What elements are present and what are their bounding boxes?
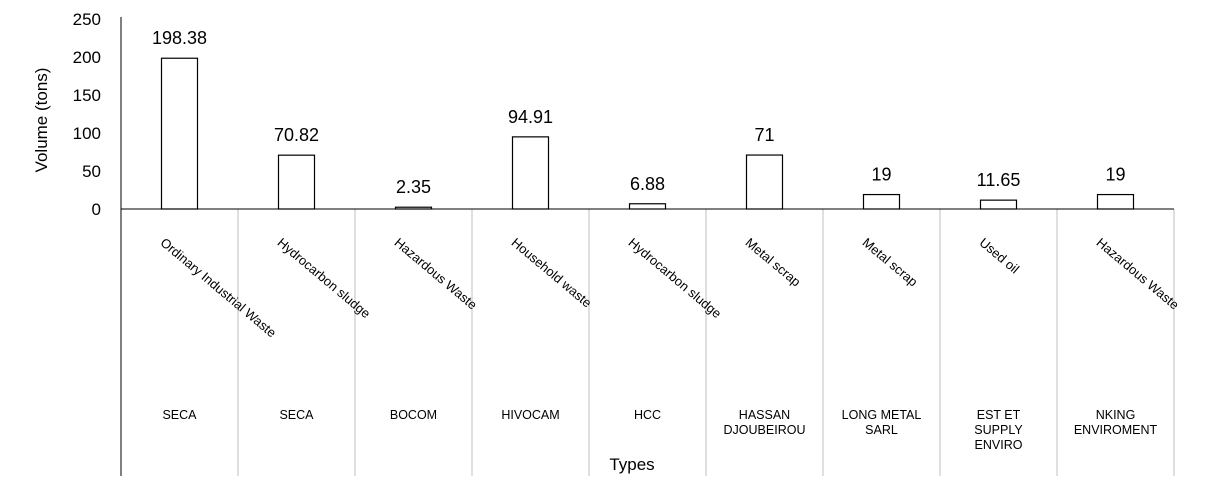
y-tick-label: 250 [73,10,101,29]
y-tick-label: 200 [73,48,101,67]
y-tick-label: 50 [82,162,101,181]
data-label: 19 [1105,165,1125,185]
group-label: SARL [865,423,898,437]
data-label: 94.91 [508,107,553,127]
data-label: 198.38 [152,28,207,48]
y-axis-ticks: 0 50 100 150 200 250 [73,10,101,219]
group-label: BOCOM [390,408,437,422]
x-axis-title: Types [609,455,654,474]
data-label: 11.65 [977,170,1021,190]
category-label: Household waste [509,235,595,311]
bar [277,154,316,210]
group-label: EST ET [977,408,1021,422]
bar [1096,193,1135,210]
group-label: NKING [1096,408,1136,422]
data-label: 6.88 [630,174,665,194]
bars [160,57,1135,210]
bar [979,199,1018,210]
data-label: 2.35 [396,177,431,197]
bar [745,154,784,210]
bar [160,57,199,210]
category-label: Hazardous Waste [392,235,480,313]
group-label: HIVOCAM [501,408,559,422]
category-label: Hazardous Waste [1094,235,1182,313]
group-label: DJOUBEIROU [724,423,806,437]
group-label: SUPPLY [974,423,1023,437]
data-labels: 198.38 70.82 2.35 94.91 6.88 71 19 11.65 19 [152,28,1126,197]
group-label: LONG METAL [842,408,922,422]
group-label: SECA [162,408,197,422]
group-label: HCC [634,408,661,422]
y-tick-label: 100 [73,124,101,143]
bar [511,136,550,210]
data-label: 71 [754,125,774,145]
group-label: ENVIRO [975,438,1023,452]
category-label: Metal scrap [743,235,804,290]
y-tick-label: 0 [92,200,101,219]
category-separators [237,209,1175,476]
group-label: SECA [279,408,314,422]
bar [628,203,667,210]
data-label: 70.82 [274,125,319,145]
bar [862,193,901,210]
category-label: Metal scrap [860,235,921,290]
data-label: 19 [871,165,891,185]
category-label: Used oil [977,235,1023,277]
category-label: Hydrocarbon sludge [626,235,725,321]
y-axis-title: Volume (tons) [32,68,51,173]
y-tick-label: 150 [73,86,101,105]
category-label: Hydrocarbon sludge [275,235,374,321]
group-label: ENVIROMENT [1074,423,1158,437]
category-label: Ordinary Industrial Waste [158,235,280,340]
group-label: HASSAN [739,408,790,422]
